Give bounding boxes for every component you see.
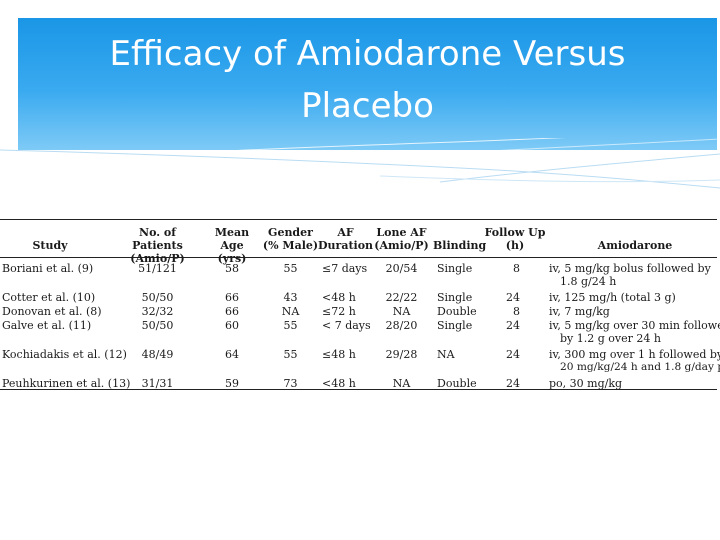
table-bottom-rule xyxy=(0,389,717,390)
header-lone-line-2: (Amio/P) xyxy=(374,239,429,252)
cell-patients: 32/32 xyxy=(141,305,174,318)
cell-age: 66 xyxy=(225,291,239,304)
cell-lone-af: 29/28 xyxy=(385,348,418,361)
cell-amiodarone-cont: 1.8 g/24 h xyxy=(560,275,617,288)
cell-study: Cotter et al. (10) xyxy=(2,291,96,304)
header-follow-up: Follow Up (h) xyxy=(484,226,546,252)
cell-age: 64 xyxy=(225,348,239,361)
header-gender-line-2: (% Male) xyxy=(262,239,319,252)
cell-af-duration: < 7 days xyxy=(322,319,371,332)
background-swoosh-lines xyxy=(0,149,720,189)
cell-af-duration: <48 h xyxy=(322,291,356,304)
table-header-rule xyxy=(0,257,717,258)
table-top-rule xyxy=(0,219,717,220)
cell-blinding: Double xyxy=(437,305,477,318)
cell-af-duration: <48 h xyxy=(322,377,356,390)
cell-study: Peuhkurinen et al. (13) xyxy=(2,377,131,390)
header-blinding: Blinding xyxy=(433,239,487,252)
header-af-line-1: AF xyxy=(337,226,354,239)
cell-blinding: Single xyxy=(437,319,473,332)
cell-amiodarone: iv, 7 mg/kg xyxy=(549,305,610,318)
cell-blinding: NA xyxy=(437,348,455,361)
cell-study: Galve et al. (11) xyxy=(2,319,92,332)
cell-af-duration: ≤48 h xyxy=(322,348,356,361)
cell-amiodarone: iv, 5 mg/kg over 30 min followed xyxy=(549,319,720,332)
header-lone-af: Lone AF (Amio/P) xyxy=(374,226,429,252)
cell-age: 58 xyxy=(225,262,239,275)
cell-gender: 55 xyxy=(283,262,298,275)
cell-lone-af: 20/54 xyxy=(385,262,418,275)
cell-amiodarone: iv, 300 mg over 1 h followed by xyxy=(549,348,720,361)
cell-lone-af: 28/20 xyxy=(385,319,418,332)
cell-gender: 55 xyxy=(283,348,298,361)
cell-amiodarone: iv, 125 mg/h (total 3 g) xyxy=(549,291,676,304)
cell-gender: NA xyxy=(281,305,300,318)
header-patients-line-2: (Amio/P) xyxy=(130,252,185,265)
cell-age: 66 xyxy=(225,305,239,318)
cell-age: 60 xyxy=(225,319,239,332)
cell-gender: 73 xyxy=(283,377,298,390)
cell-blinding: Single xyxy=(437,262,473,275)
cell-amiodarone: iv, 5 mg/kg bolus followed by xyxy=(549,262,711,275)
header-age: Mean Age (yrs) xyxy=(202,226,262,265)
cell-amiodarone: po, 30 mg/kg xyxy=(549,377,623,390)
cell-af-duration: ≤72 h xyxy=(322,305,356,318)
cell-patients: 48/49 xyxy=(141,348,174,361)
header-study: Study xyxy=(32,239,68,252)
title-line-2: Placebo xyxy=(301,86,434,126)
header-af-line-2: Duration xyxy=(318,239,374,252)
cell-patients: 51/121 xyxy=(138,262,177,275)
header-amiodarone: Amiodarone xyxy=(597,239,673,252)
header-follow-line-2: (h) xyxy=(505,239,525,252)
cell-amiodarone-cont: 20 mg/kg/24 h and 1.8 g/day po xyxy=(560,361,720,373)
cell-gender: 55 xyxy=(283,319,298,332)
header-patients-line-1: No. of Patients xyxy=(132,226,183,252)
cell-follow-up: 8 xyxy=(513,305,520,318)
cell-study: Donovan et al. (8) xyxy=(2,305,102,318)
cell-age: 59 xyxy=(225,377,239,390)
cell-blinding: Double xyxy=(437,377,477,390)
cell-lone-af: NA xyxy=(392,377,411,390)
cell-gender: 43 xyxy=(283,291,298,304)
header-age-line-2: (yrs) xyxy=(217,252,247,265)
header-age-line-1: Mean Age xyxy=(214,226,250,252)
cell-follow-up: 24 xyxy=(506,319,520,332)
cell-follow-up: 24 xyxy=(506,377,520,390)
cell-amiodarone-cont: by 1.2 g over 24 h xyxy=(560,332,661,345)
cell-blinding: Single xyxy=(437,291,473,304)
cell-study: Boriani et al. (9) xyxy=(2,262,94,275)
cell-follow-up: 24 xyxy=(506,348,520,361)
cell-af-duration: ≤7 days xyxy=(322,262,368,275)
header-follow-line-1: Follow Up xyxy=(484,226,546,239)
cell-follow-up: 8 xyxy=(513,262,520,275)
cell-study: Kochiadakis et al. (12) xyxy=(2,348,127,361)
banner-swoosh-lines xyxy=(236,138,717,150)
title-banner xyxy=(18,18,717,150)
title-line-1: Efficacy of Amiodarone Versus xyxy=(109,34,626,74)
header-lone-line-1: Lone AF xyxy=(376,226,427,239)
header-patients: No. of Patients (Amio/P) xyxy=(115,226,200,265)
cell-patients: 31/31 xyxy=(141,377,174,390)
header-af-duration: AF Duration xyxy=(318,226,373,252)
cell-patients: 50/50 xyxy=(141,319,174,332)
cell-follow-up: 24 xyxy=(506,291,520,304)
header-gender-line-1: Gender xyxy=(268,226,313,239)
header-gender: Gender (% Male) xyxy=(262,226,319,252)
cell-lone-af: 22/22 xyxy=(385,291,418,304)
cell-patients: 50/50 xyxy=(141,291,174,304)
cell-lone-af: NA xyxy=(392,305,411,318)
slide-title: Efficacy of Amiodarone Versus Placebo xyxy=(18,28,717,132)
